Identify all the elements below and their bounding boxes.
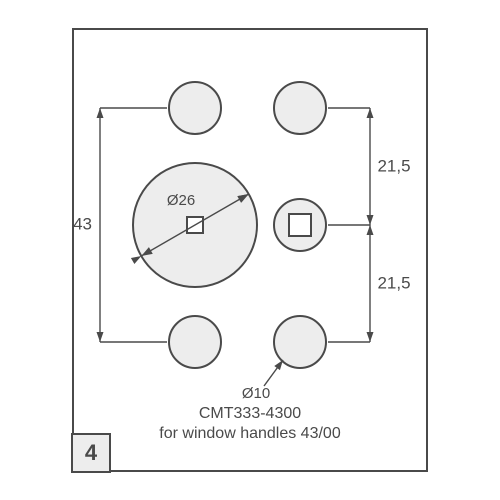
dim-value-overall: 43 xyxy=(73,214,92,233)
hole-bot-right xyxy=(274,316,326,368)
hole-top-left xyxy=(169,82,221,134)
diameter-label-small: Ø10 xyxy=(242,385,270,402)
diameter-label-big: Ø26 xyxy=(167,192,195,209)
caption-line2: for window handles 43/00 xyxy=(159,425,341,442)
hole-bot-left xyxy=(169,316,221,368)
caption-line1: CMT333-4300 xyxy=(199,405,301,422)
dim-value-lower: 21,5 xyxy=(377,273,410,292)
square-mid-right xyxy=(289,214,311,236)
page-number: 4 xyxy=(85,440,98,465)
dim-value-upper: 21,5 xyxy=(377,156,410,175)
diagram-svg: 43 21,5 21,5 Ø26 Ø10 CMT333-4300 for window ha… xyxy=(0,0,500,500)
hole-top-right xyxy=(274,82,326,134)
